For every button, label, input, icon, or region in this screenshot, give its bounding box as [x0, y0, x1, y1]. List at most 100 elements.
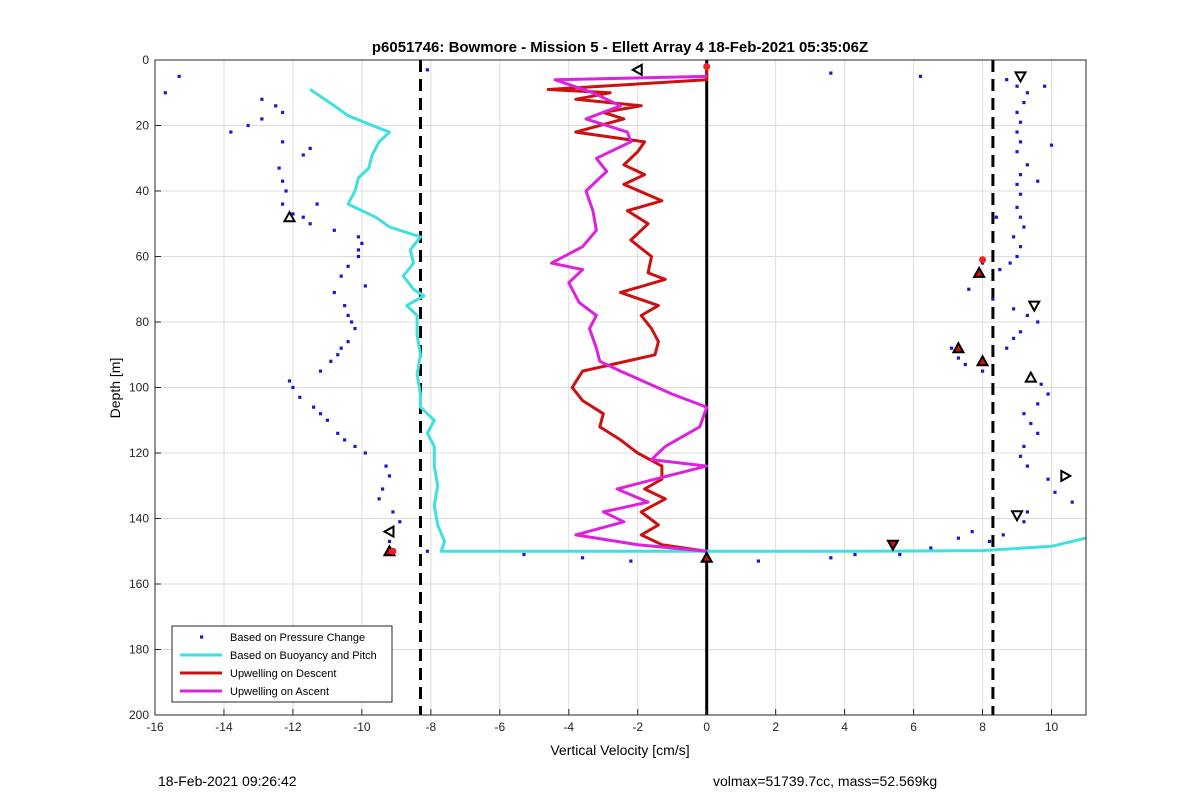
pressure-point — [1022, 100, 1026, 105]
pressure-point — [1015, 110, 1019, 114]
pressure-point — [329, 359, 333, 363]
pressure-point — [332, 290, 336, 295]
pressure-point — [391, 510, 395, 514]
pressure-point — [1011, 307, 1016, 311]
y-tick-label: 200 — [129, 708, 149, 722]
pressure-point — [1025, 91, 1029, 95]
marker-triangle-up — [700, 550, 714, 563]
pressure-point — [360, 241, 364, 245]
pressure-point — [1001, 533, 1005, 537]
pressure-point — [1015, 150, 1019, 154]
pressure-point — [1025, 313, 1029, 318]
y-tick-label: 100 — [129, 381, 149, 395]
pressure-point — [332, 228, 336, 232]
pressure-point — [1018, 245, 1023, 249]
x-tick-label: -4 — [563, 720, 574, 734]
pressure-point — [291, 212, 295, 216]
legend-swatch-0 — [200, 635, 204, 639]
pressure-point — [246, 123, 250, 128]
marker-dot — [389, 547, 397, 555]
pressure-point — [363, 284, 367, 288]
legend-label-3: Upwelling on Ascent — [230, 686, 329, 698]
x-tick-label: 2 — [772, 720, 779, 734]
y-tick-label: 140 — [129, 512, 149, 526]
chart-title: p6051746: Bowmore - Mission 5 - Ellett A… — [372, 39, 868, 56]
marker-dot — [703, 63, 711, 71]
pressure-point — [829, 71, 833, 75]
pressure-point — [377, 497, 381, 501]
marker-triangle-down — [886, 539, 900, 552]
pressure-point — [356, 235, 361, 239]
legend-label-2: Upwelling on Descent — [230, 668, 336, 680]
pressure-point — [629, 559, 633, 563]
pressure-point — [387, 539, 392, 544]
x-tick-label: 0 — [703, 720, 710, 734]
pressure-point — [998, 268, 1002, 272]
marker-triangle-down — [1010, 510, 1024, 523]
pressure-point — [1049, 143, 1054, 147]
pressure-point — [949, 346, 954, 350]
y-tick-label: 160 — [129, 577, 149, 591]
pressure-point — [1036, 402, 1040, 406]
marker-triangle-up — [951, 341, 966, 354]
pressure-point — [1015, 182, 1019, 187]
pressure-point — [956, 536, 961, 540]
pressure-point — [325, 418, 330, 422]
pressure-point — [1022, 444, 1026, 449]
marker-triangle-right — [1060, 469, 1073, 483]
pressure-point — [356, 248, 361, 252]
pressure-point — [1025, 163, 1029, 167]
pressure-point — [260, 97, 264, 101]
pressure-point — [1008, 261, 1012, 265]
pressure-point — [298, 395, 302, 399]
pressure-point — [1036, 320, 1040, 324]
marker-triangle-up — [972, 265, 986, 278]
y-tick-label: 180 — [129, 643, 149, 657]
pressure-point — [1022, 225, 1026, 229]
pressure-point — [349, 320, 354, 324]
pressure-point — [260, 117, 264, 121]
pressure-point — [291, 385, 295, 390]
pressure-point — [1036, 179, 1040, 183]
footer-stats: volmax=51739.7cc, mass=52.569kg — [713, 773, 938, 789]
marker-triangle-up — [1024, 370, 1038, 383]
pressure-point — [384, 464, 388, 468]
marker-triangle-down — [1013, 71, 1028, 84]
pressure-point — [363, 451, 367, 455]
series-line-1 — [309, 88, 1087, 553]
legend-label-0: Based on Pressure Change — [230, 632, 365, 644]
pressure-point — [956, 356, 961, 360]
axis-ticks: -16 -14 -12 -10 -8 -6 -4 -2 0 2 4 6 8 100204060801001… — [129, 53, 1059, 734]
pressure-point — [522, 552, 526, 557]
pressure-point — [1005, 78, 1009, 82]
y-tick-label: 120 — [129, 446, 149, 460]
pressure-point — [1039, 382, 1043, 386]
pressure-point — [336, 431, 340, 435]
pressure-point — [280, 202, 285, 206]
pressure-point — [274, 104, 278, 108]
pressure-point — [387, 474, 392, 478]
pressure-point — [1005, 346, 1009, 350]
legend-label-1: Based on Buoyancy and Pitch — [230, 650, 377, 662]
x-tick-label: -12 — [284, 720, 302, 734]
x-tick-label: -14 — [215, 720, 233, 734]
pressure-point — [1036, 431, 1040, 435]
data-markers — [282, 63, 1073, 563]
pressure-point — [1043, 84, 1047, 88]
x-tick-label: 6 — [910, 720, 917, 734]
pressure-point — [1018, 330, 1023, 334]
pressure-point — [918, 74, 923, 78]
pressure-point — [1018, 173, 1023, 177]
pressure-point — [229, 130, 233, 134]
pressure-point — [318, 412, 323, 416]
pressure-point — [280, 179, 285, 183]
pressure-point — [929, 546, 933, 550]
pressure-point — [1053, 490, 1057, 494]
pressure-point — [339, 346, 343, 350]
pressure-point — [301, 215, 305, 219]
y-tick-label: 40 — [136, 184, 150, 198]
x-tick-label: -16 — [146, 720, 164, 734]
pressure-point — [991, 297, 995, 301]
pressure-point — [1025, 510, 1029, 514]
